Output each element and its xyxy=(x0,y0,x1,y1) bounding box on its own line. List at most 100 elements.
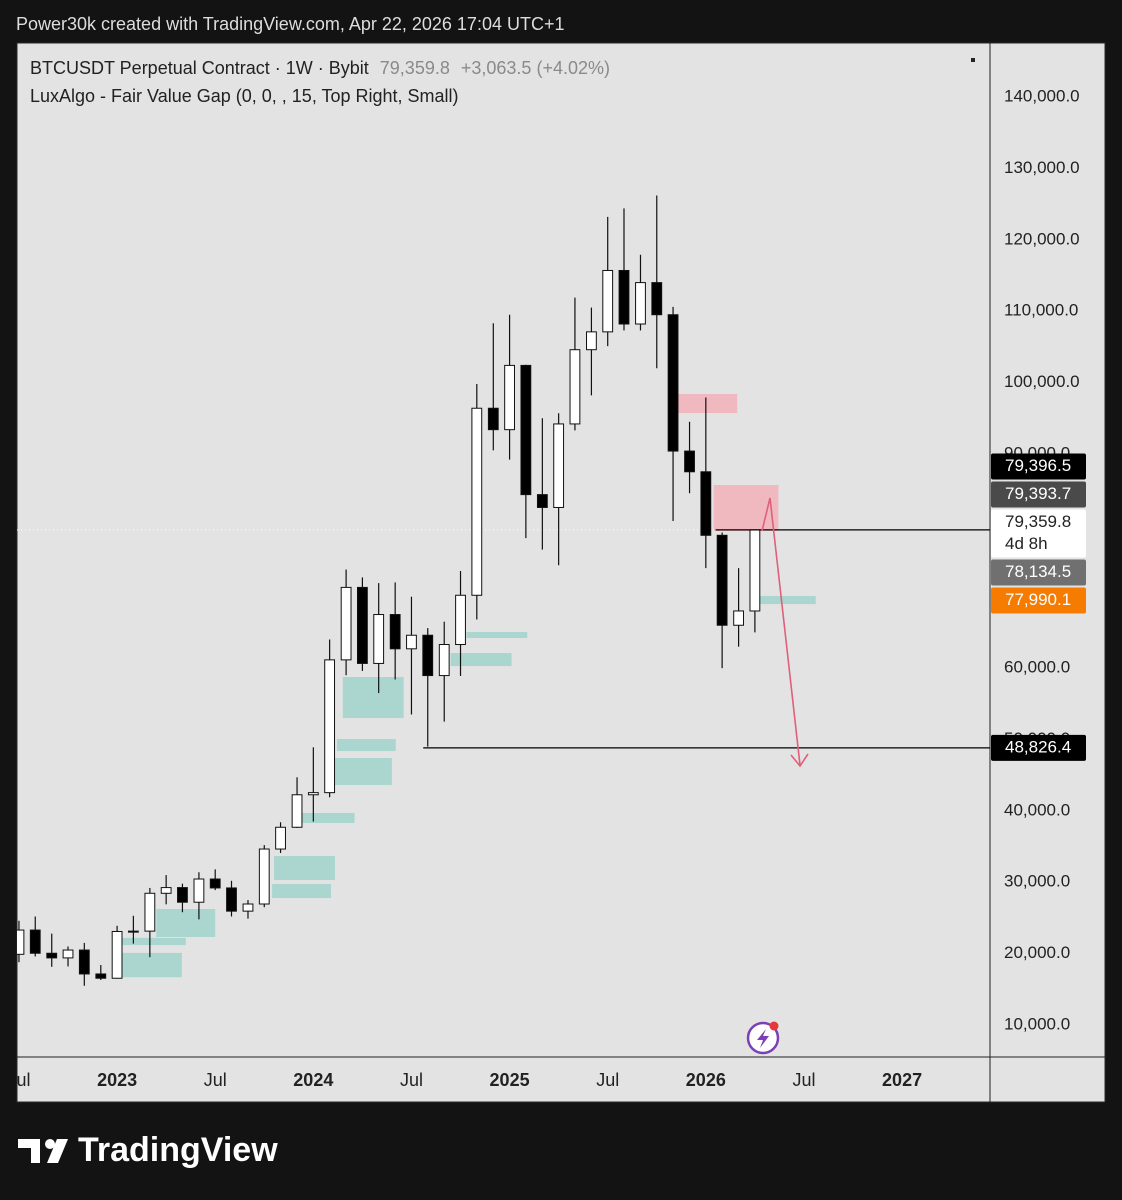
price-label-box xyxy=(991,559,1086,586)
price-label: 79,396.5 xyxy=(1005,456,1071,475)
header-credit: Power30k created with TradingView.com, A… xyxy=(16,14,564,34)
candle-body xyxy=(340,586,352,661)
fair-value-gap xyxy=(754,595,816,605)
candle-body xyxy=(160,887,172,894)
y-tick-label: 100,000.0 xyxy=(1004,372,1080,391)
y-tick-label: 120,000.0 xyxy=(1004,229,1080,248)
fair-value-gap xyxy=(450,653,512,667)
menu-dot xyxy=(971,58,975,62)
candle-body xyxy=(406,634,417,650)
x-tick-label: 2024 xyxy=(293,1070,333,1090)
x-tick-label: Jul xyxy=(204,1070,227,1090)
candle-body xyxy=(716,534,728,626)
arrow-path xyxy=(761,497,801,766)
price-label-box xyxy=(991,453,1086,480)
candle-body xyxy=(422,634,434,677)
candle-body xyxy=(111,930,123,979)
fair-value-gap xyxy=(156,908,216,937)
price-label-box xyxy=(991,509,1086,558)
candle-body xyxy=(651,282,663,316)
fair-value-gap xyxy=(291,812,355,823)
candle-body xyxy=(504,364,515,431)
candle-body xyxy=(95,973,107,979)
candle-body xyxy=(520,364,532,496)
fair-value-gap xyxy=(336,739,396,752)
candle-body xyxy=(569,349,581,425)
candle-body xyxy=(209,878,221,889)
y-tick-label: 110,000.0 xyxy=(1004,301,1078,320)
candle-body xyxy=(586,331,597,351)
candle-body xyxy=(62,949,74,959)
candle-body xyxy=(389,614,401,650)
price-label-box xyxy=(991,481,1086,508)
price-axis: 140,000.0 130,000.0 120,000.0 110,000.0 100,… xyxy=(991,86,1086,1033)
price-label: 79,393.7 xyxy=(1005,484,1071,503)
candle-body xyxy=(324,659,336,794)
candle-body xyxy=(177,887,188,903)
price-label-box xyxy=(991,587,1086,614)
candle-body xyxy=(749,529,761,612)
candle-body xyxy=(536,494,548,508)
y-tick-label: 140,000.0 xyxy=(1004,86,1080,105)
y-tick-label: 130,000.0 xyxy=(1004,158,1080,177)
candle-body xyxy=(242,903,254,912)
app-icon xyxy=(746,1021,780,1055)
candle-body xyxy=(258,848,270,905)
candle-body xyxy=(144,892,156,932)
fair-value-gap xyxy=(332,758,392,786)
indicator-label: LuxAlgo - Fair Value Gap (0, 0, , 15, To… xyxy=(30,86,459,106)
candle-body xyxy=(700,471,712,536)
candle-body xyxy=(553,423,565,508)
candle-body xyxy=(373,614,385,664)
plot-area xyxy=(17,195,990,986)
candle-body xyxy=(275,826,286,850)
candle-body xyxy=(291,794,303,828)
x-tick-label: Jul xyxy=(792,1070,815,1090)
footer-brand: TradingView xyxy=(78,1131,278,1169)
last-price: 79,359.8 xyxy=(380,58,450,78)
price-change: +3,063.5 (+4.02%) xyxy=(461,58,610,78)
price-label: 79,359.8 xyxy=(1005,512,1071,531)
candle-body xyxy=(29,929,41,954)
x-tick-label: Jul xyxy=(7,1070,30,1090)
legend-header: BTCUSDT Perpetual Contract · 1W · Bybit … xyxy=(30,58,610,78)
fair-value-gap xyxy=(466,632,528,639)
fair-value-gap xyxy=(272,884,331,899)
candle-body xyxy=(733,610,745,626)
candle-body xyxy=(127,930,139,933)
x-tick-label: 2026 xyxy=(686,1070,726,1090)
icon-dot xyxy=(769,1021,779,1031)
arrow-head xyxy=(790,753,809,768)
x-tick-label: 2027 xyxy=(882,1070,922,1090)
fair-value-gap xyxy=(121,952,182,978)
candle-body xyxy=(618,269,630,325)
x-tick-label: 2025 xyxy=(490,1070,530,1090)
candle-body xyxy=(307,792,319,796)
price-label: 77,990.1 xyxy=(1005,590,1071,609)
candle-body xyxy=(226,887,237,912)
fair-value-gap xyxy=(121,937,186,946)
footer-logo xyxy=(18,1139,68,1163)
candle-body xyxy=(193,878,205,903)
time-axis: Jul 2023 Jul 2024 Jul 2025 Jul 2026 Jul 2027 xyxy=(7,1070,922,1090)
candle-body xyxy=(667,314,679,452)
candle-body xyxy=(455,594,466,646)
y-tick-label: 60,000.0 xyxy=(1004,658,1070,677)
logo-mark-c xyxy=(47,1139,68,1163)
y-tick-label: 10,000.0 xyxy=(1004,1014,1070,1033)
icon-bolt xyxy=(757,1029,769,1048)
x-tick-label: 2023 xyxy=(97,1070,137,1090)
x-tick-label: Jul xyxy=(400,1070,423,1090)
candle-body xyxy=(635,282,646,325)
projection-arrow xyxy=(761,497,809,768)
fair-value-gap xyxy=(274,856,335,881)
candle-body xyxy=(602,269,614,333)
candle-body xyxy=(471,407,483,596)
candle-body xyxy=(487,407,499,431)
fair-value-gap xyxy=(672,394,738,414)
x-tick-label: Jul xyxy=(596,1070,619,1090)
y-tick-label: 20,000.0 xyxy=(1004,943,1070,962)
candle-body xyxy=(438,644,450,677)
y-tick-label: 40,000.0 xyxy=(1004,800,1070,819)
price-label: 48,826.4 xyxy=(1005,737,1071,756)
